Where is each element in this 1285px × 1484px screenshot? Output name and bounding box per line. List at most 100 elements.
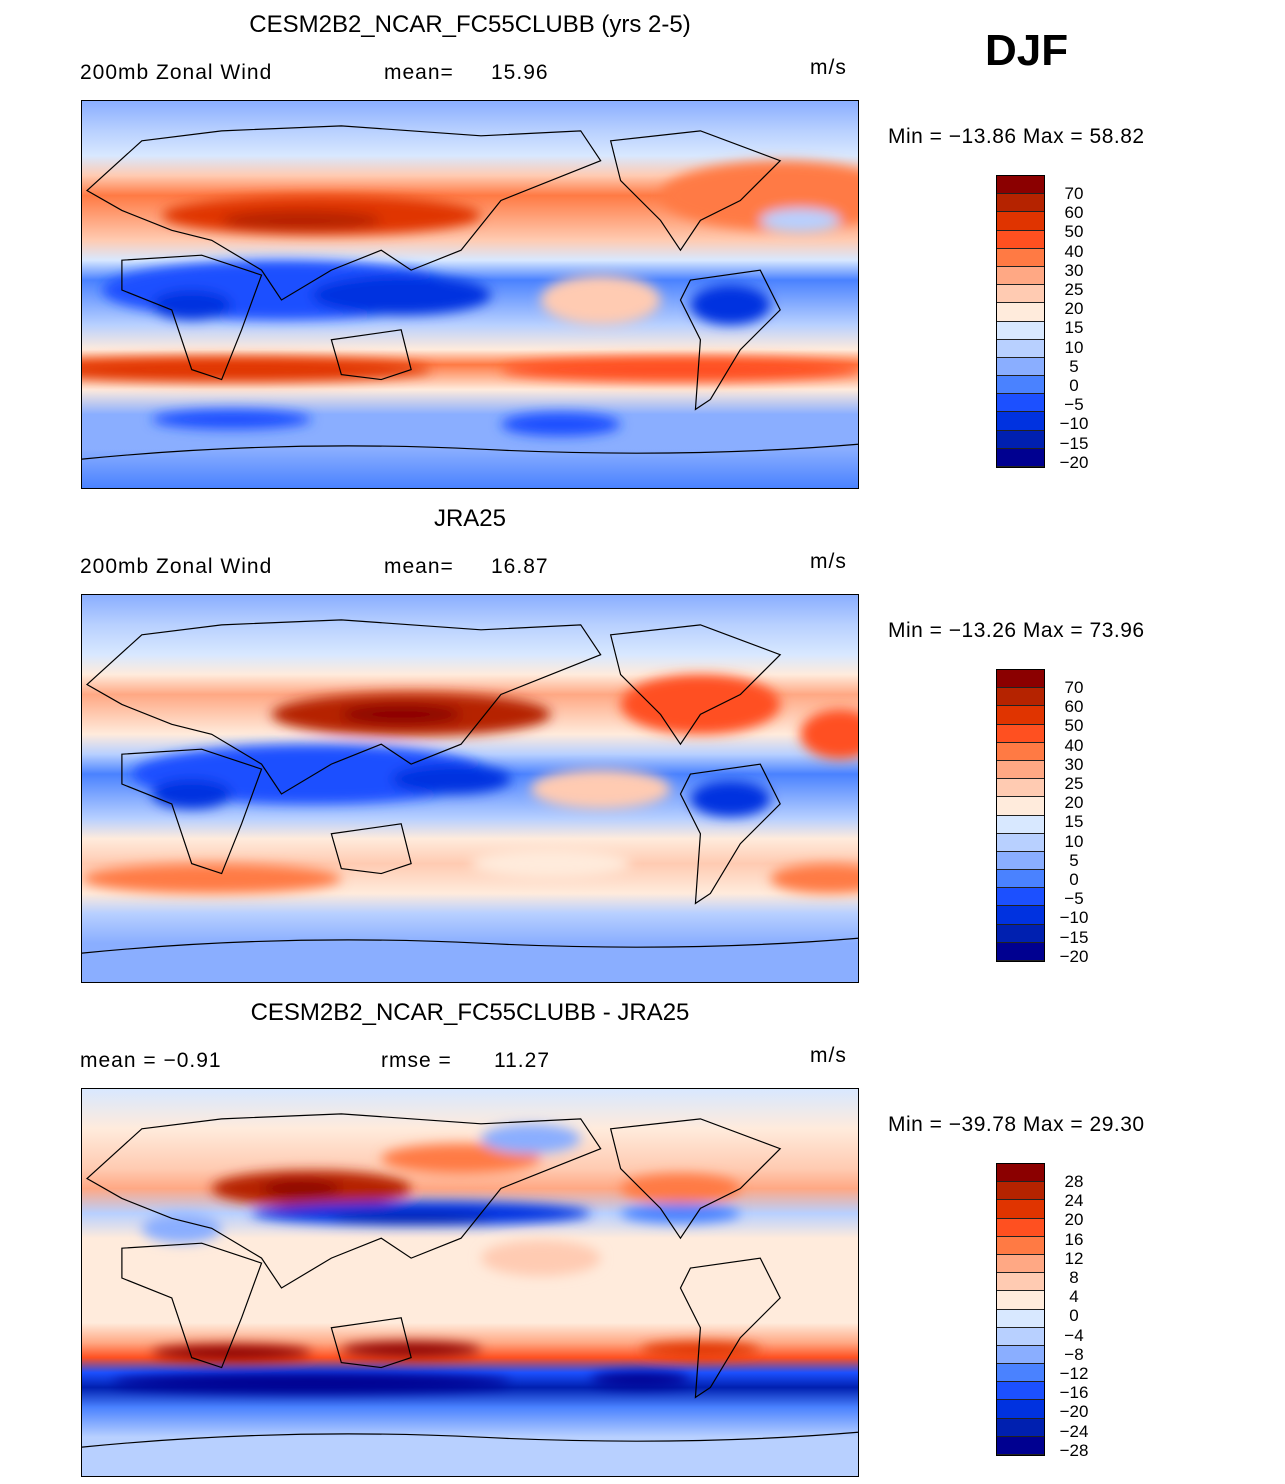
colorbar-tick-label: −20	[1059, 1402, 1089, 1422]
colorbar-tick-label: 15	[1064, 318, 1084, 338]
contour-region	[620, 1203, 741, 1224]
colorbar-swatch	[997, 724, 1044, 743]
contour-region	[620, 674, 781, 735]
contour-region	[32, 357, 432, 382]
contour-region	[261, 1180, 342, 1197]
panel-stat-label: rmse =	[381, 1049, 452, 1072]
colorbar-tick-label: 0	[1069, 1306, 1079, 1326]
colorbar-swatch	[997, 430, 1044, 449]
contour-region	[760, 208, 841, 233]
contour-region	[530, 769, 671, 809]
colorbar-tick-label: 5	[1069, 356, 1079, 376]
colorbar-swatch	[997, 1164, 1044, 1183]
colorbar-tick-label: 0	[1069, 376, 1079, 395]
colorbar-swatch	[997, 448, 1044, 467]
colorbar-swatch	[997, 376, 1044, 395]
panel-title: CESM2B2_NCAR_FC55CLUBB - JRA25	[250, 999, 690, 1026]
colorbar-swatch	[997, 1236, 1044, 1255]
colorbar-tick-label: 8	[1069, 1268, 1079, 1287]
contour-region	[111, 1372, 511, 1393]
coastlines	[81, 619, 859, 954]
contour-region	[151, 1344, 312, 1361]
colorbar-tick-label: 30	[1064, 754, 1084, 774]
colorbar-swatch	[997, 688, 1044, 707]
colorbar-tick-label: 25	[1064, 280, 1084, 299]
contour-region	[540, 275, 661, 325]
contour-region	[331, 1212, 491, 1225]
colorbar-swatch	[997, 888, 1044, 907]
contour-map	[81, 1088, 859, 1477]
colorbar-swatch	[997, 412, 1044, 431]
contour-region	[341, 1341, 481, 1358]
colorbar-tick-label: −15	[1059, 433, 1089, 453]
colorbar-swatch	[997, 357, 1044, 377]
colorbar-swatch	[997, 303, 1044, 322]
colorbar-tick-label: 0	[1069, 870, 1079, 889]
colorbar-tick-label: 30	[1064, 260, 1084, 280]
colorbar-tick-label: 40	[1064, 241, 1084, 261]
colorbar-swatch	[997, 1254, 1044, 1274]
colorbar-swatch	[997, 266, 1044, 286]
contour-region	[690, 781, 771, 817]
colorbar-swatch	[997, 851, 1044, 871]
contour-region	[141, 1213, 222, 1244]
colorbar-swatch	[997, 321, 1044, 340]
colorbar-tick-label: 15	[1064, 812, 1084, 832]
colorbar-swatch	[997, 670, 1044, 689]
panel-stat-value: 16.87	[491, 555, 549, 578]
colorbar-swatch	[997, 1309, 1044, 1328]
contour-region	[311, 275, 491, 315]
contour-region	[470, 848, 631, 879]
colorbar-tick-label: 50	[1064, 222, 1084, 242]
panel-stat-label: mean=	[384, 61, 454, 84]
colorbar-swatch	[997, 1327, 1044, 1346]
colorbar-tick-label: 25	[1064, 774, 1084, 793]
season-label: DJF	[985, 26, 1069, 75]
contour-region	[590, 1371, 691, 1388]
colorbar-swatch	[997, 1200, 1044, 1219]
colorbar-tick-label: −5	[1064, 395, 1084, 415]
colorbar-swatch	[997, 1345, 1044, 1365]
contour-region	[151, 779, 232, 809]
panel-left-label: 200mb Zonal Wind	[80, 555, 273, 578]
colorbar-tick-label: 60	[1064, 203, 1084, 223]
colorbar-tick-label: 60	[1064, 697, 1084, 717]
colorbar-swatch	[997, 870, 1044, 889]
colorbar-swatch	[997, 339, 1044, 358]
contour-region	[690, 285, 771, 325]
colorbar-tick-label: −15	[1059, 927, 1089, 947]
colorbar-swatch	[997, 815, 1044, 834]
colorbar-swatch	[997, 248, 1044, 267]
colorbar-tick-label: 10	[1064, 337, 1084, 357]
colorbar	[996, 669, 1045, 962]
contour-region	[151, 409, 312, 430]
colorbar-swatch	[997, 779, 1044, 798]
colorbar-swatch	[997, 942, 1044, 961]
colorbar-swatch	[997, 706, 1044, 725]
contour-region	[480, 1240, 601, 1277]
colorbar-tick-label: 12	[1064, 1248, 1084, 1268]
colorbar-tick-label: −8	[1064, 1344, 1084, 1364]
colorbar-tick-label: 20	[1064, 793, 1084, 813]
contour-region	[480, 1123, 581, 1154]
colorbar-tick-label: −12	[1059, 1364, 1089, 1383]
units-label: m/s	[810, 1044, 847, 1067]
colorbar-tick-label: 10	[1064, 831, 1084, 851]
colorbar-tick-label: −10	[1059, 908, 1089, 928]
colorbar-swatch	[997, 1382, 1044, 1401]
colorbar-swatch	[997, 194, 1044, 213]
colorbar-tick-label: 20	[1064, 299, 1084, 319]
colorbar-tick-label: 5	[1069, 850, 1079, 870]
panel-title: JRA25	[433, 505, 507, 532]
colorbar-tick-label: 16	[1064, 1229, 1084, 1249]
colorbar-swatch	[997, 1273, 1044, 1292]
contour-region	[620, 1173, 741, 1204]
colorbar-tick-label: 4	[1069, 1287, 1079, 1307]
units-label: m/s	[810, 550, 847, 573]
colorbar-swatch	[997, 1364, 1044, 1383]
colorbar-swatch	[997, 394, 1044, 413]
contour-region	[341, 704, 462, 725]
colorbar-tick-label: −20	[1059, 452, 1089, 472]
colorbar-swatch	[997, 924, 1044, 943]
colorbar	[996, 1163, 1045, 1456]
